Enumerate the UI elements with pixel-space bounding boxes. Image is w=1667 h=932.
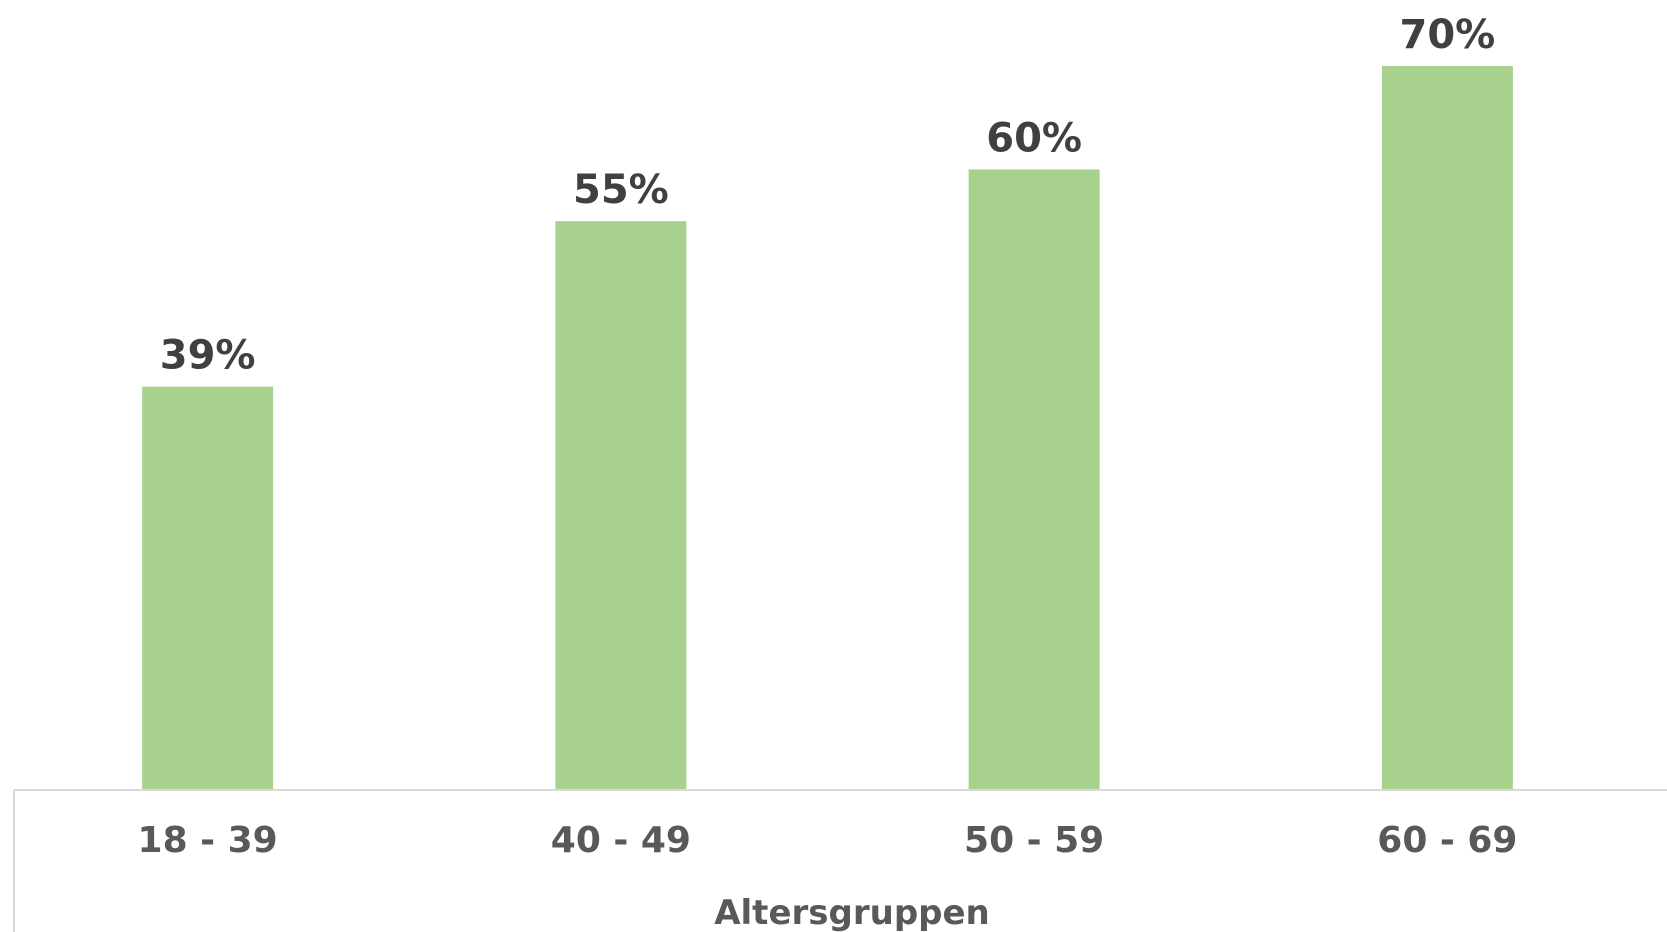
bar-2 — [555, 221, 687, 791]
data-label-3: 60% — [986, 115, 1082, 161]
data-label-1: 39% — [160, 333, 256, 379]
bar-4 — [1381, 66, 1513, 790]
x-tick-labels-group: 18 - 39 40 - 49 50 - 59 60 - 69 — [138, 820, 1518, 861]
data-label-2: 55% — [573, 167, 669, 213]
bars-group — [142, 66, 1513, 791]
bar-1 — [142, 386, 274, 790]
x-tick-label-2: 40 - 49 — [551, 820, 691, 861]
x-tick-label-3: 50 - 59 — [964, 820, 1104, 861]
data-labels-group: 39% 55% 60% 70% — [160, 12, 1496, 379]
x-tick-label-4: 60 - 69 — [1377, 820, 1517, 861]
x-axis-title: Altersgruppen — [714, 893, 990, 932]
x-tick-label-1: 18 - 39 — [138, 820, 278, 861]
data-label-4: 70% — [1400, 12, 1496, 58]
bar-3 — [968, 169, 1100, 790]
